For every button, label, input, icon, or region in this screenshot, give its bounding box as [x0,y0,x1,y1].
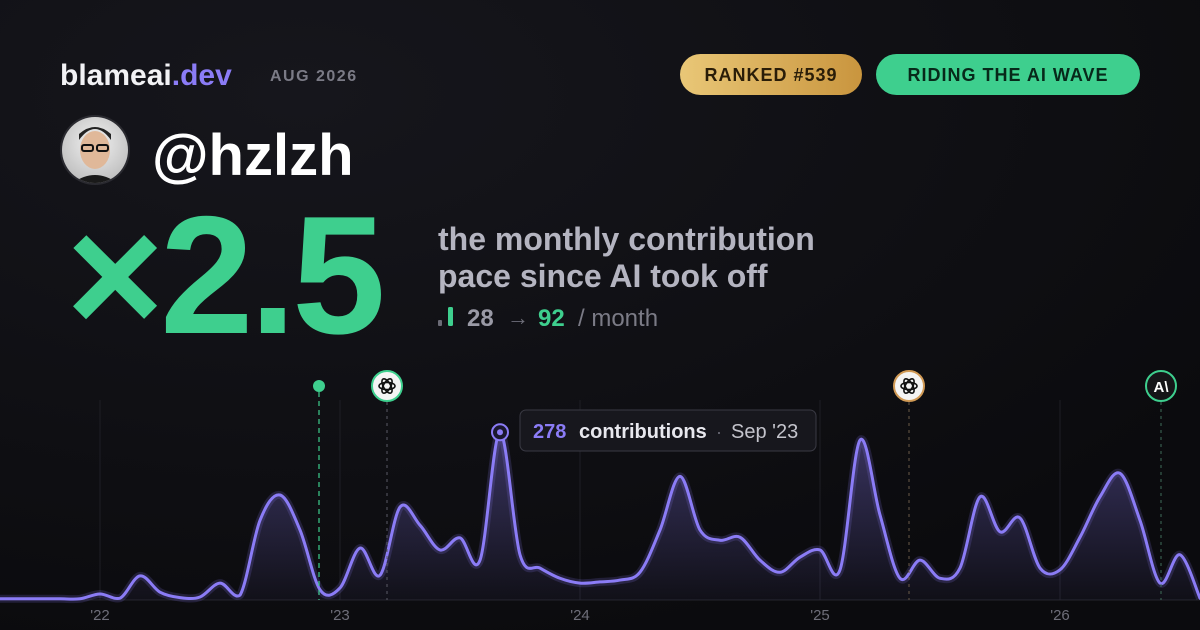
event-icon [371,370,403,402]
x-tick-label: '24 [570,607,590,624]
tooltip: 278 contributions · Sep '23 [519,409,817,452]
area-line [0,430,1200,601]
event-markers: A\ [313,370,1177,600]
description-line: pace since AI took off [438,258,768,294]
pace-arrow: → [507,305,529,330]
rank-badge [680,54,862,95]
description-line: the monthly contribution [438,221,815,257]
pace-icon [448,307,453,326]
event-icon [1145,370,1177,402]
rank-badge-text: RANKED #539 [704,65,837,85]
openai-logo [900,378,918,394]
pace-after: 92 [538,305,565,332]
handle: @hzlzh [152,123,354,188]
wave-badge [876,54,1140,95]
event-dot [313,380,325,392]
x-tick-label: '23 [330,607,350,624]
anthropic-logo: A\ [1154,379,1170,396]
tooltip-separator: · [716,422,722,442]
x-tick-label: '26 [1050,607,1070,624]
x-tick-label: '25 [810,607,830,624]
brand-name: blameai [60,59,172,92]
chart: '22 '23 '24 '25 '26 [0,400,1200,624]
wave-badge-text: RIDING THE AI WAVE [907,65,1108,85]
pace-before: 28 [467,305,494,332]
multiplier: ×2.5 [66,181,382,369]
x-tick-label: '22 [90,607,110,624]
avatar [60,115,130,185]
peak-dot [497,429,503,436]
brand-suffix: .dev [172,59,232,92]
event-icon [893,370,925,402]
pace-icon [438,320,442,326]
openai-logo [378,378,396,394]
tooltip-label: contributions [579,421,707,443]
tooltip-box [519,409,817,452]
period: AUG 2026 [270,68,358,85]
tooltip-value: 278 [533,421,566,443]
area-fill [0,432,1200,600]
tooltip-date: Sep '23 [731,421,798,443]
pace-unit: / month [578,305,658,332]
brand: blameai.dev [60,59,232,92]
